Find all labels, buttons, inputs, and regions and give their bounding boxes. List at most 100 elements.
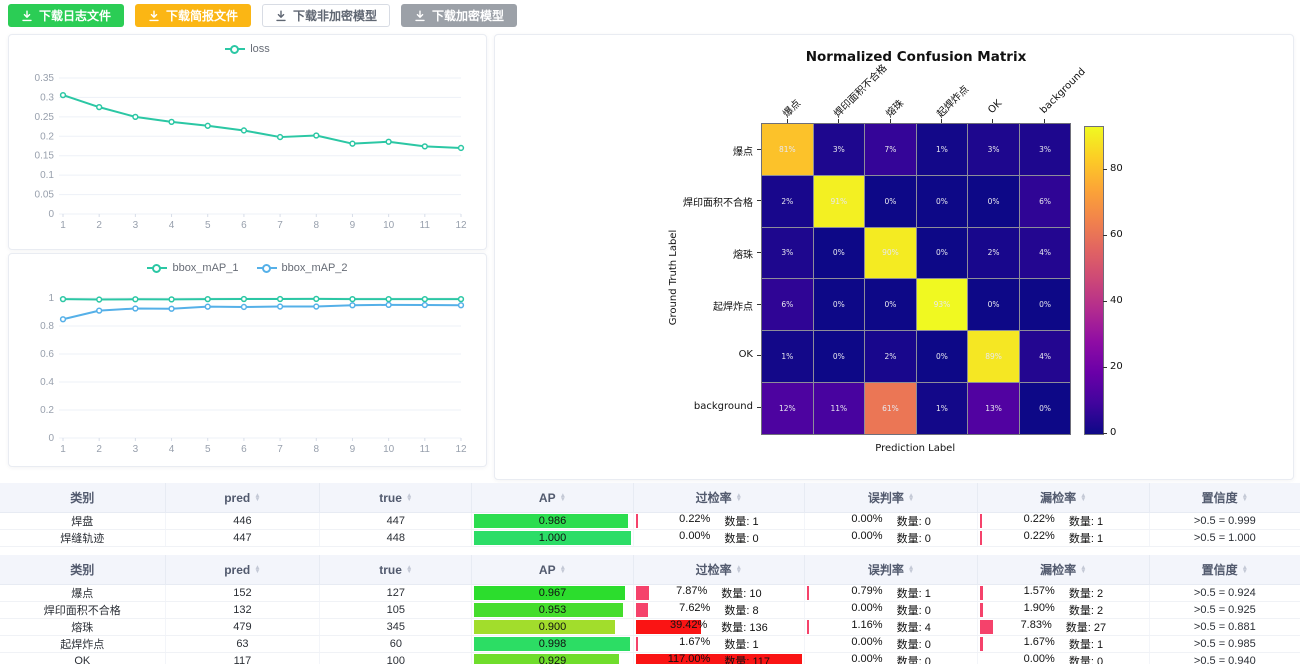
legend-item-loss[interactable]: loss: [225, 43, 270, 55]
column-header-true[interactable]: true ▲ ▼: [319, 555, 472, 585]
sort-icon[interactable]: ▲ ▼: [1080, 491, 1087, 503]
svg-text:12: 12: [455, 444, 467, 455]
svg-text:4: 4: [169, 220, 175, 231]
cell-confidence: >0.5 = 0.925: [1149, 601, 1300, 619]
download-encrypted-model-button[interactable]: 下载加密模型: [401, 4, 518, 27]
cell-over-rate: 39.42% 数量: 136: [633, 618, 806, 636]
cm-row-label: 爆点: [733, 146, 753, 158]
column-label: 类别: [70, 563, 95, 577]
column-header-mis[interactable]: 误判率 ▲ ▼: [804, 555, 978, 585]
column-label: 漏检率: [1040, 563, 1077, 577]
cell-category: 焊印面积不合格: [0, 601, 166, 619]
colorbar-tick-label: 0: [1110, 427, 1117, 438]
cm-axis-tick: [1043, 119, 1045, 123]
cell-miss-rate: 0.22% 数量: 1: [977, 512, 1150, 530]
cell-ap: 0.929: [471, 652, 634, 664]
column-label: true: [379, 562, 402, 577]
cell-over-rate: 1.67% 数量: 1: [633, 635, 806, 653]
legend-marker-icon: [147, 263, 168, 273]
download-plain-model-button[interactable]: 下载非加密模型: [262, 4, 391, 27]
sort-icon[interactable]: ▲ ▼: [254, 491, 261, 503]
colorbar-tick: [1103, 433, 1107, 434]
cell-ap: 0.900: [471, 618, 634, 636]
colorbar-tick: [1103, 234, 1107, 236]
svg-text:2: 2: [96, 444, 102, 455]
column-label: pred: [224, 490, 251, 505]
cm-cell: 2%: [762, 175, 813, 227]
cm-cell: 4%: [1019, 227, 1071, 279]
sort-icon[interactable]: ▲ ▼: [907, 563, 915, 575]
loss-line-chart: 00.050.10.150.20.250.30.351 2 3 4 5 6 7 8 9 10 11 1…: [35, 73, 467, 231]
colorbar-tick-label: 40: [1110, 294, 1123, 306]
column-header-true[interactable]: true ▲ ▼: [319, 483, 472, 513]
legend-item-bbox_mAP_2[interactable]: bbox_mAP_2: [256, 262, 348, 274]
column-header-over[interactable]: 过检率 ▲ ▼: [632, 555, 805, 585]
svg-text:0: 0: [48, 433, 54, 444]
legend-item-bbox_mAP_1[interactable]: bbox_mAP_1: [147, 262, 239, 274]
column-header-over[interactable]: 过检率 ▲ ▼: [632, 483, 805, 513]
column-header-ap[interactable]: AP ▲ ▼: [471, 483, 634, 513]
cell-miss-rate: 1.57% 数量: 2: [977, 584, 1150, 602]
cm-axis-tick: [889, 119, 891, 123]
svg-text:0.1: 0.1: [40, 170, 54, 181]
download-log-file-button[interactable]: 下载日志文件: [8, 4, 125, 27]
cm-cell: 0%: [813, 227, 865, 279]
svg-text:1: 1: [48, 293, 54, 304]
column-header-category: 类别: [0, 483, 166, 513]
column-label: 置信度: [1201, 491, 1238, 505]
cell-confidence: >0.5 = 0.940: [1149, 652, 1300, 664]
metrics-tables-section: 类别 pred ▲ ▼ true ▲ ▼ AP ▲ ▼ 过检率 ▲ ▼ 误判率 ▲ ▼ 漏检率 ▲ ▼ 置信度 ▲ ▼ 焊盘…: [0, 483, 1300, 664]
cell-miss-rate: 1.90% 数量: 2: [977, 601, 1150, 619]
sort-icon[interactable]: ▲ ▼: [907, 491, 915, 503]
cm-cell: 0%: [813, 331, 865, 382]
download-brief-file-button[interactable]: 下载简报文件: [135, 4, 252, 27]
sort-icon[interactable]: ▲ ▼: [559, 491, 567, 503]
column-label: 类别: [70, 491, 95, 505]
sort-icon[interactable]: ▲ ▼: [405, 563, 413, 575]
column-header-pred[interactable]: pred ▲ ▼: [164, 555, 320, 585]
table-row: 起焊炸点 63 60 0.998 1.67% 数量: 1 0.00% 数量: 0 1.67% 数量…: [0, 635, 1300, 653]
cm-yaxis-label: Ground Truth Label: [668, 229, 680, 326]
cm-cell: 0%: [968, 279, 1019, 331]
sort-icon[interactable]: ▲ ▼: [1080, 563, 1087, 575]
column-header-mis[interactable]: 误判率 ▲ ▼: [804, 483, 978, 513]
cell-misjudge-rate: 0.79% 数量: 1: [804, 584, 979, 602]
sort-icon[interactable]: ▲ ▼: [254, 563, 261, 575]
column-header-conf[interactable]: 置信度 ▲ ▼: [1148, 483, 1300, 513]
cm-cell: 1%: [916, 382, 968, 434]
svg-text:1: 1: [60, 444, 66, 455]
button-label: 下载简报文件: [166, 8, 239, 23]
cell-pred: 479: [165, 618, 321, 636]
cm-cell: 3%: [1019, 124, 1071, 175]
cell-category: 焊盘: [0, 512, 166, 530]
cell-over-rate: 7.87% 数量: 10: [633, 584, 806, 602]
sort-icon[interactable]: ▲ ▼: [735, 491, 743, 503]
column-header-pred[interactable]: pred ▲ ▼: [164, 483, 320, 513]
cell-true: 100: [319, 652, 473, 664]
column-header-conf[interactable]: 置信度 ▲ ▼: [1148, 555, 1300, 585]
cm-axis-tick: [992, 119, 994, 123]
button-label: 下载非加密模型: [293, 8, 378, 23]
cell-category: OK: [0, 652, 166, 664]
sort-icon[interactable]: ▲ ▼: [1241, 563, 1249, 575]
column-header-miss[interactable]: 漏检率 ▲ ▼: [977, 555, 1150, 585]
sort-icon[interactable]: ▲ ▼: [735, 563, 743, 575]
map-chart-card: bbox_mAP_1 bbox_mAP_2 0 0.2 0.4 0.6 0.8 1 1 2 3 4 5…: [8, 253, 487, 467]
colorbar-tick-label: 60: [1110, 228, 1123, 240]
table-row: OK 117 100 0.929 117.00% 数量: 117 0.00% 数量: 0 0.0…: [0, 652, 1300, 664]
svg-text:7: 7: [277, 220, 283, 231]
bbox-map-line-chart: 00.20.40.60.811 2 3 4 5 6 7 8 9 10 11 12: [40, 293, 467, 455]
cell-ap: 0.986: [471, 512, 634, 530]
table-row: 焊盘 446 447 0.986 0.22% 数量: 1 0.00% 数量: 0 0.22% 数量…: [0, 512, 1300, 530]
cell-true: 105: [319, 601, 473, 619]
column-header-miss[interactable]: 漏检率 ▲ ▼: [977, 483, 1150, 513]
cm-cell: 0%: [865, 175, 916, 227]
column-label: 置信度: [1201, 563, 1238, 577]
column-label: 过检率: [695, 491, 732, 505]
sort-icon[interactable]: ▲ ▼: [559, 563, 567, 575]
sort-icon[interactable]: ▲ ▼: [405, 491, 413, 503]
download-icon: [414, 10, 426, 22]
column-header-ap[interactable]: AP ▲ ▼: [471, 555, 634, 585]
sort-icon[interactable]: ▲ ▼: [1241, 491, 1249, 503]
cm-cell: 61%: [865, 382, 916, 434]
